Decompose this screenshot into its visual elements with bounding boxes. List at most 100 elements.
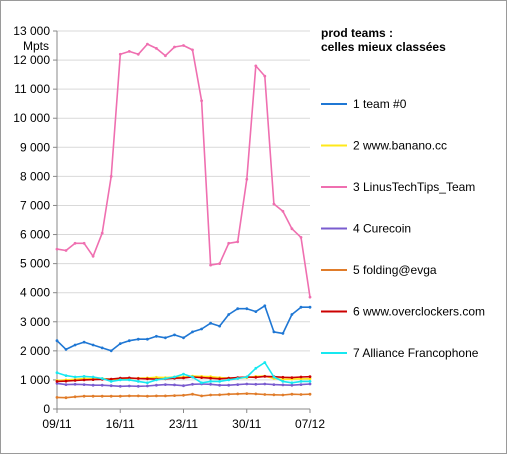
data-point xyxy=(254,310,258,313)
data-point xyxy=(227,392,231,396)
data-point xyxy=(91,254,95,258)
data-point xyxy=(55,396,59,399)
x-tick-label: 09/11 xyxy=(42,417,71,431)
y-tick-label: 6 000 xyxy=(20,228,50,242)
y-unit-label: Mpts xyxy=(23,39,49,53)
series-line xyxy=(56,304,310,352)
data-point xyxy=(200,327,204,331)
data-point xyxy=(109,384,113,388)
data-point xyxy=(136,380,140,383)
data-point xyxy=(254,382,258,386)
data-point xyxy=(136,52,140,56)
series-7 xyxy=(55,361,312,385)
data-point xyxy=(91,378,95,381)
data-point xyxy=(236,383,240,386)
x-tick-label: 16/11 xyxy=(106,417,135,431)
data-point xyxy=(290,227,294,231)
data-point xyxy=(164,336,167,340)
data-point xyxy=(209,393,213,397)
data-point xyxy=(227,383,231,387)
data-point xyxy=(182,372,185,376)
data-point xyxy=(136,337,140,341)
data-point xyxy=(218,383,222,387)
y-tick-label: 7 000 xyxy=(20,198,50,212)
data-point xyxy=(91,383,95,387)
data-point xyxy=(290,383,294,387)
data-point xyxy=(64,396,68,400)
data-point xyxy=(173,375,176,379)
data-point xyxy=(263,304,267,308)
data-point xyxy=(227,241,231,245)
data-point xyxy=(155,47,158,50)
data-point xyxy=(308,295,312,299)
data-point xyxy=(227,378,231,382)
data-point xyxy=(263,74,267,78)
y-tick-label: 10 000 xyxy=(13,111,50,125)
data-point xyxy=(308,377,312,381)
data-point xyxy=(209,263,213,267)
data-point xyxy=(118,384,122,388)
data-point xyxy=(254,392,258,396)
data-point xyxy=(281,393,285,397)
data-point xyxy=(127,394,131,398)
data-point xyxy=(118,342,122,345)
data-point xyxy=(281,375,285,379)
data-point xyxy=(73,379,77,382)
legend-entry: 2 www.banano.cc xyxy=(321,139,447,153)
y-tick-label: 12 000 xyxy=(13,53,50,67)
data-point xyxy=(299,380,303,383)
data-point xyxy=(182,44,185,47)
data-point xyxy=(73,343,77,347)
data-point xyxy=(55,371,59,375)
data-point xyxy=(91,343,95,347)
data-point xyxy=(191,382,194,386)
data-point xyxy=(64,383,68,386)
data-point xyxy=(209,382,213,386)
data-point xyxy=(299,236,303,239)
data-point xyxy=(308,392,312,396)
data-point xyxy=(263,393,267,396)
data-point xyxy=(136,394,140,398)
series-3 xyxy=(55,42,312,299)
data-point xyxy=(118,52,122,56)
data-point xyxy=(245,307,249,311)
data-point xyxy=(290,381,294,385)
series-1 xyxy=(55,304,312,353)
data-point xyxy=(64,348,68,351)
data-point xyxy=(236,392,240,396)
data-point xyxy=(200,394,204,398)
data-point xyxy=(182,393,185,397)
data-point xyxy=(182,336,185,340)
data-point xyxy=(236,377,240,380)
data-point xyxy=(299,305,303,309)
data-point xyxy=(263,375,267,378)
data-point xyxy=(55,339,59,343)
data-point xyxy=(200,381,204,385)
data-point xyxy=(64,249,68,252)
data-point xyxy=(127,378,131,382)
data-point xyxy=(109,175,113,178)
data-point xyxy=(191,392,194,396)
y-tick-label: 1 000 xyxy=(20,373,50,387)
data-point xyxy=(64,374,68,377)
legend-label: 2 www.banano.cc xyxy=(353,139,447,153)
data-point xyxy=(272,375,276,379)
data-point xyxy=(236,240,240,244)
legend-entry: 3 LinusTechTips_Team xyxy=(321,180,475,194)
data-point xyxy=(73,382,77,386)
data-point xyxy=(272,383,276,386)
data-point xyxy=(91,375,95,379)
data-point xyxy=(118,378,122,382)
data-point xyxy=(118,394,122,398)
data-point xyxy=(299,375,303,379)
data-point xyxy=(245,382,249,386)
legend-label: 4 Curecoin xyxy=(353,222,411,236)
legend-entry: 4 Curecoin xyxy=(321,222,411,236)
series-line xyxy=(56,43,311,298)
data-point xyxy=(218,380,222,383)
data-point xyxy=(127,339,131,343)
data-point xyxy=(263,382,267,386)
data-point xyxy=(272,330,276,334)
data-point xyxy=(182,376,185,380)
